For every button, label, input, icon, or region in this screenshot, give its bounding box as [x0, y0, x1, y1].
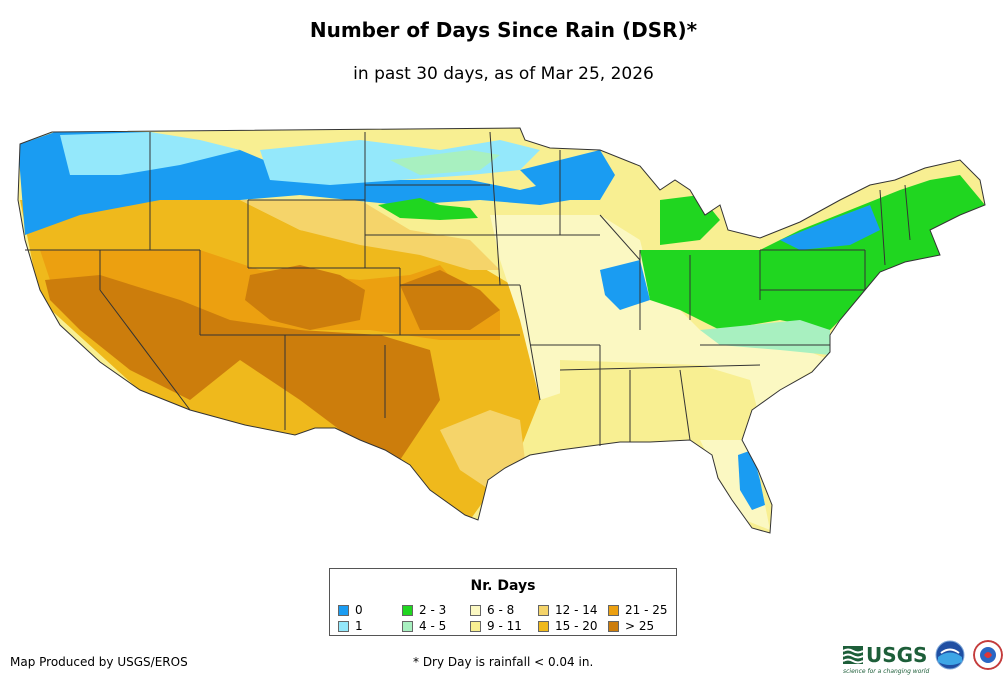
legend-label: 15 - 20 — [555, 619, 598, 633]
legend-swatch — [538, 604, 549, 616]
usgs-tagline: science for a changing world — [843, 668, 930, 675]
state-border — [599, 214, 641, 261]
zone-ne-0 — [780, 205, 880, 250]
zone-fl-0 — [738, 450, 765, 510]
legend-label: > 25 — [625, 619, 655, 633]
legend-item: 12 - 14 — [538, 603, 598, 617]
state-border — [489, 131, 501, 286]
legend-label: 12 - 14 — [555, 603, 598, 617]
legend-swatch — [338, 604, 349, 616]
legend-swatch — [338, 620, 349, 632]
legend-item: > 25 — [608, 619, 654, 633]
legend-label: 0 — [355, 603, 363, 617]
usgs-wordmark: USGS — [866, 643, 928, 667]
zone-nd-2-3 — [390, 150, 500, 175]
legend-label: 4 - 5 — [419, 619, 447, 633]
legend-title: Nr. Days — [470, 578, 536, 594]
map-title: Number of Days Since Rain (DSR)* — [309, 18, 698, 42]
noaa-logo — [935, 640, 965, 670]
zone-se-9-11 — [560, 360, 760, 442]
legend-label: 1 — [355, 619, 363, 633]
zone-co-over-25 — [245, 265, 365, 330]
zone-il-0 — [600, 260, 650, 310]
state-border — [879, 189, 886, 266]
legend-label: 2 - 3 — [419, 603, 447, 617]
legend-swatch — [608, 620, 619, 632]
state-borders — [17, 127, 986, 534]
legend-item: 15 - 20 — [538, 619, 598, 633]
legend-item: 1 — [338, 619, 363, 633]
legend-label: 6 - 8 — [487, 603, 515, 617]
state-border — [679, 369, 691, 441]
map-subtitle: in past 30 days, as of Mar 25, 2026 — [353, 64, 654, 84]
legend-label: 21 - 25 — [625, 603, 668, 617]
zone-sw-over-25 — [45, 275, 440, 465]
usgs-wave-icon — [843, 646, 863, 664]
legend-item: 21 - 25 — [608, 603, 668, 617]
legend-swatch — [538, 620, 549, 632]
usgs-logo: USGS science for a changing world — [843, 643, 929, 675]
zone-mn-0 — [520, 150, 615, 200]
zone-mid-atlantic-4-5 — [700, 320, 830, 355]
legend-swatch — [402, 620, 413, 632]
nws-logo — [973, 640, 1004, 670]
state-border — [559, 364, 761, 371]
legend-item: 2 - 3 — [402, 603, 446, 617]
legend-swatch — [402, 604, 413, 616]
legend-swatch — [470, 620, 481, 632]
state-border — [99, 289, 191, 411]
legend-item: 6 - 8 — [470, 603, 514, 617]
state-border — [904, 184, 911, 241]
state-border — [519, 284, 541, 401]
us-dsr-map — [17, 127, 986, 534]
legend-item: 4 - 5 — [402, 619, 446, 633]
legend-swatch — [470, 604, 481, 616]
legend-swatch — [608, 604, 619, 616]
agency-logos: USGS science for a changing world — [843, 640, 1004, 675]
legend-label: 9 - 11 — [487, 619, 522, 633]
map-credit: Map Produced by USGS/EROS — [10, 655, 188, 669]
dry-day-footnote: * Dry Day is rainfall < 0.04 in. — [413, 655, 594, 669]
zone-ohio-valley-2-3 — [640, 175, 985, 330]
legend-item: 0 — [338, 603, 363, 617]
legend-item: 9 - 11 — [470, 619, 522, 633]
zone-sd-2-3 — [378, 198, 478, 220]
legend: Nr. Days 0 1 2 - 3 4 - 5 6 - 8 9 - 11 12 - 14 1… — [329, 568, 677, 636]
